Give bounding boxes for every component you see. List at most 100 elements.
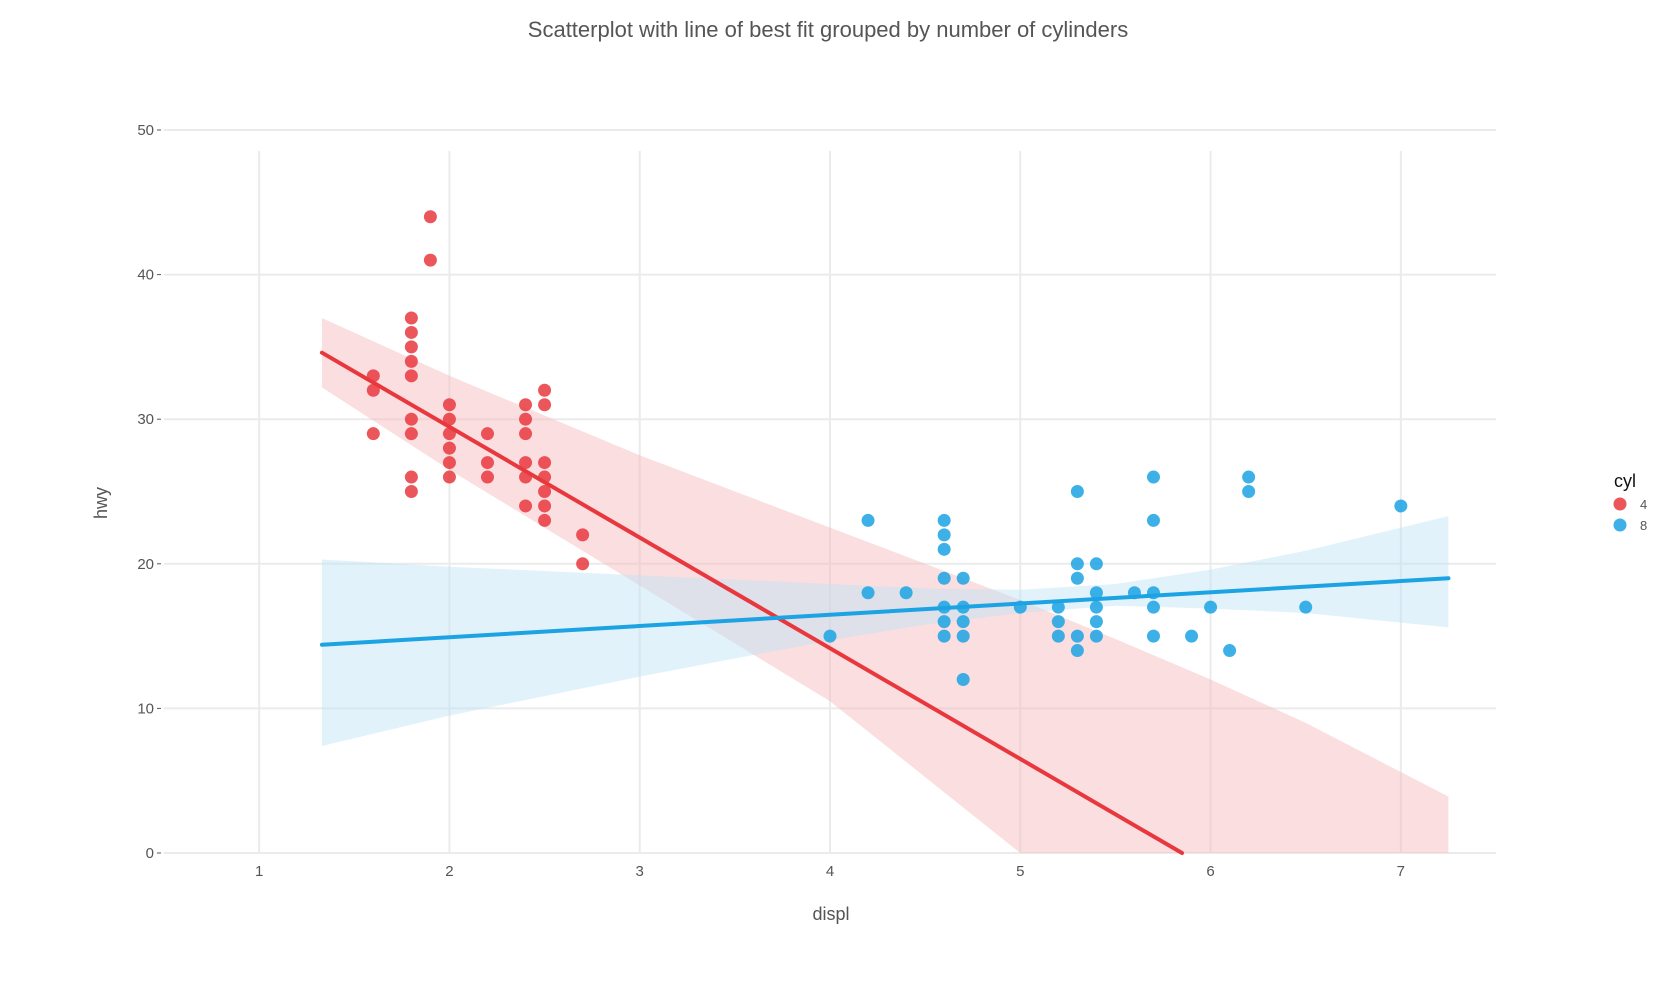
data-point-cyl-8 <box>1146 586 1160 600</box>
data-point-cyl-8 <box>937 528 951 542</box>
y-tick-label: 50 <box>137 122 154 139</box>
x-axis-label: displ <box>812 904 849 924</box>
data-point-cyl-4 <box>404 485 418 498</box>
data-point-cyl-4 <box>423 253 437 267</box>
data-point-cyl-8 <box>1051 600 1065 614</box>
y-tick-label: 20 <box>137 556 154 573</box>
data-point-cyl-8 <box>1146 629 1160 643</box>
y-tick-label: 40 <box>137 267 154 284</box>
data-point-cyl-4 <box>538 499 552 513</box>
data-point-cyl-8 <box>1223 644 1237 658</box>
data-point-cyl-8 <box>1089 557 1103 571</box>
data-point-cyl-4 <box>404 427 418 441</box>
data-point-cyl-8 <box>1089 629 1103 643</box>
x-tick-label: 5 <box>1016 863 1024 880</box>
data-point-cyl-4 <box>404 325 418 339</box>
y-axis-label: hwy <box>91 487 111 519</box>
chart-title: Scatterplot with line of best fit groupe… <box>528 17 1128 42</box>
data-point-cyl-8 <box>1070 485 1084 498</box>
data-point-cyl-8 <box>1089 600 1103 614</box>
data-point-cyl-4 <box>404 340 418 354</box>
legend: cyl 4 8 <box>1613 471 1647 533</box>
data-point-cyl-4 <box>480 470 494 484</box>
data-point-cyl-8 <box>861 586 875 600</box>
data-point-cyl-4 <box>576 557 590 571</box>
data-point-cyl-4 <box>519 499 533 513</box>
data-point-cyl-8 <box>937 571 951 585</box>
data-point-cyl-8 <box>956 600 970 614</box>
data-point-cyl-4 <box>480 427 494 441</box>
data-point-cyl-4 <box>404 369 418 383</box>
x-tick-label: 2 <box>445 863 453 880</box>
data-point-cyl-4 <box>538 513 552 527</box>
confidence-band-cyl-8 <box>321 516 1449 746</box>
data-point-cyl-8 <box>1185 629 1199 643</box>
data-point-cyl-4 <box>519 427 533 441</box>
data-point-cyl-4 <box>366 383 380 397</box>
data-point-cyl-4 <box>442 441 456 455</box>
data-point-cyl-4 <box>519 398 533 412</box>
confidence-band-cyl-4 <box>321 318 1449 853</box>
data-point-cyl-4 <box>442 412 456 426</box>
fit-line-cyl-4 <box>319 350 1185 855</box>
data-point-cyl-8 <box>956 672 970 686</box>
data-point-cyl-8 <box>1013 600 1027 614</box>
data-point-cyl-8 <box>937 615 951 629</box>
data-point-cyl-4 <box>519 470 533 484</box>
x-tick-label: 4 <box>826 863 834 880</box>
data-point-cyl-4 <box>404 354 418 368</box>
data-point-cyl-8 <box>1394 499 1408 513</box>
data-point-cyl-4 <box>538 485 552 498</box>
y-tick-label: 0 <box>146 845 154 862</box>
data-point-cyl-8 <box>1204 600 1218 614</box>
data-point-cyl-4 <box>404 412 418 426</box>
data-point-cyl-4 <box>442 398 456 412</box>
data-point-cyl-8 <box>1089 615 1103 629</box>
data-point-cyl-8 <box>1070 571 1084 585</box>
y-tick-label: 30 <box>137 411 154 428</box>
data-point-cyl-8 <box>956 615 970 629</box>
data-point-cyl-4 <box>538 398 552 412</box>
legend-title: cyl <box>1614 471 1636 491</box>
data-point-cyl-8 <box>1242 485 1256 498</box>
data-point-cyl-8 <box>1089 586 1103 600</box>
data-point-cyl-4 <box>538 456 552 470</box>
data-point-cyl-4 <box>519 412 533 426</box>
x-tick-label: 6 <box>1206 863 1214 880</box>
data-point-cyl-8 <box>1299 600 1313 614</box>
data-point-cyl-4 <box>404 311 418 325</box>
x-tick-label: 1 <box>255 863 263 880</box>
data-point-cyl-4 <box>423 210 437 224</box>
confidence-bands <box>321 318 1449 853</box>
data-point-cyl-8 <box>1070 629 1084 643</box>
data-point-cyl-4 <box>480 456 494 470</box>
legend-label-cyl-8: 8 <box>1640 518 1647 533</box>
data-point-cyl-8 <box>937 629 951 643</box>
data-point-cyl-8 <box>1051 615 1065 629</box>
grid <box>164 129 1496 854</box>
data-point-cyl-8 <box>1070 557 1084 571</box>
legend-label-cyl-4: 4 <box>1640 497 1647 512</box>
data-point-cyl-4 <box>404 470 418 484</box>
x-tick-label: 3 <box>636 863 644 880</box>
data-point-cyl-8 <box>1146 513 1160 527</box>
data-points <box>366 210 1408 686</box>
data-point-cyl-8 <box>937 513 951 527</box>
data-point-cyl-4 <box>442 427 456 441</box>
fit-lines <box>319 350 1451 855</box>
data-point-cyl-8 <box>1051 629 1065 643</box>
y-tick-label: 10 <box>137 700 154 717</box>
data-point-cyl-8 <box>956 571 970 585</box>
data-point-cyl-4 <box>519 456 533 470</box>
data-point-cyl-8 <box>1127 586 1141 600</box>
data-point-cyl-4 <box>366 369 380 383</box>
data-point-cyl-8 <box>899 586 913 600</box>
data-point-cyl-4 <box>442 456 456 470</box>
legend-marker-cyl-4 <box>1613 497 1627 511</box>
data-point-cyl-4 <box>366 427 380 441</box>
data-point-cyl-4 <box>538 470 552 484</box>
fit-line-cyl-8 <box>319 576 1451 647</box>
x-tick-label: 7 <box>1397 863 1405 880</box>
legend-marker-cyl-8 <box>1613 518 1627 532</box>
